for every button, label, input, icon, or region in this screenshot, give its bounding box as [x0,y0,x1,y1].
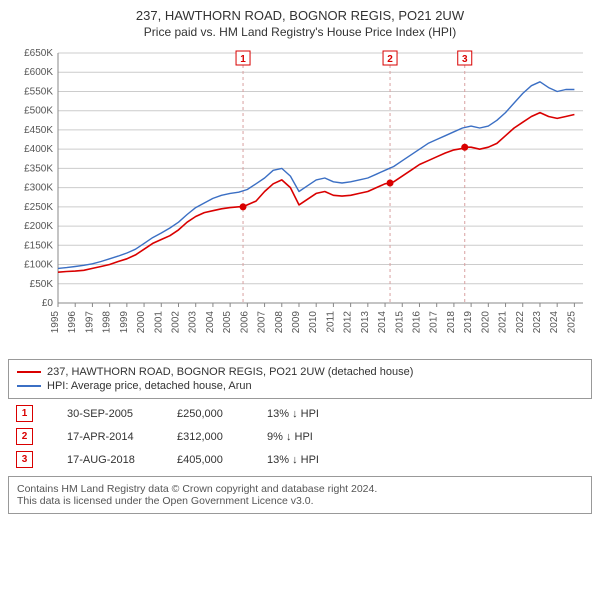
svg-text:2014: 2014 [377,311,388,334]
svg-text:1: 1 [240,54,246,65]
attribution-footer: Contains HM Land Registry data © Crown c… [8,476,592,514]
legend-row: 237, HAWTHORN ROAD, BOGNOR REGIS, PO21 2… [17,366,583,378]
svg-text:1998: 1998 [102,311,113,334]
svg-text:2011: 2011 [325,311,336,333]
svg-text:£600K: £600K [24,67,53,78]
svg-text:3: 3 [462,54,468,65]
chart-title-line1: 237, HAWTHORN ROAD, BOGNOR REGIS, PO21 2… [8,8,592,23]
svg-text:2012: 2012 [343,311,354,334]
svg-text:£0: £0 [42,298,54,309]
svg-text:1995: 1995 [50,311,61,334]
svg-text:£300K: £300K [24,183,53,194]
svg-text:2015: 2015 [394,311,405,334]
line-chart: £0 £50K £100K £150K £200K £250K £300K £350K £400… [8,43,592,353]
svg-text:2001: 2001 [153,311,164,334]
footer-line2: This data is licensed under the Open Gov… [17,495,583,507]
svg-text:2004: 2004 [205,311,216,334]
legend-label: HPI: Average price, detached house, Arun [47,380,252,392]
sale-delta: 9% ↓ HPI [267,431,367,443]
svg-text:2018: 2018 [446,311,457,334]
svg-text:2023: 2023 [532,311,543,334]
svg-text:£400K: £400K [24,144,53,155]
chart-svg: £0 £50K £100K £150K £200K £250K £300K £350K £400… [8,43,588,353]
chart-title-block: 237, HAWTHORN ROAD, BOGNOR REGIS, PO21 2… [8,8,592,39]
sale-price: £405,000 [177,454,257,466]
svg-text:2010: 2010 [308,311,319,334]
svg-text:£450K: £450K [24,125,53,136]
svg-text:2013: 2013 [360,311,371,334]
svg-text:2016: 2016 [411,311,422,334]
svg-text:1999: 1999 [119,311,130,334]
sale-row: 2 17-APR-2014 £312,000 9% ↓ HPI [8,428,592,445]
svg-text:2005: 2005 [222,311,233,334]
svg-text:2008: 2008 [274,311,285,334]
legend-swatch [17,385,41,387]
chart-title-line2: Price paid vs. HM Land Registry's House … [8,25,592,39]
sale-row: 1 30-SEP-2005 £250,000 13% ↓ HPI [8,405,592,422]
sale-marker-icon: 2 [16,428,33,445]
svg-text:2: 2 [387,54,393,65]
legend-label: 237, HAWTHORN ROAD, BOGNOR REGIS, PO21 2… [47,366,413,378]
sale-row: 3 17-AUG-2018 £405,000 13% ↓ HPI [8,451,592,468]
sale-date: 30-SEP-2005 [67,408,167,420]
footer-line1: Contains HM Land Registry data © Crown c… [17,483,583,495]
svg-text:2025: 2025 [566,311,577,334]
sale-delta: 13% ↓ HPI [267,408,367,420]
svg-text:2020: 2020 [480,311,491,334]
svg-text:1997: 1997 [84,311,95,334]
svg-text:£550K: £550K [24,86,53,97]
svg-text:£500K: £500K [24,106,53,117]
sale-marker-icon: 3 [16,451,33,468]
sale-date: 17-APR-2014 [67,431,167,443]
sale-date: 17-AUG-2018 [67,454,167,466]
svg-text:2003: 2003 [188,311,199,334]
svg-text:£50K: £50K [30,279,54,290]
svg-text:£250K: £250K [24,202,53,213]
svg-text:£100K: £100K [24,260,53,271]
svg-text:2006: 2006 [239,311,250,334]
sales-list: 1 30-SEP-2005 £250,000 13% ↓ HPI 2 17-APR-201… [8,405,592,468]
svg-text:1996: 1996 [67,311,78,334]
svg-text:2024: 2024 [549,311,560,334]
legend-row: HPI: Average price, detached house, Arun [17,380,583,392]
svg-text:2007: 2007 [257,311,268,334]
svg-text:2021: 2021 [498,311,509,334]
svg-text:£150K: £150K [24,240,53,251]
svg-text:2000: 2000 [136,311,147,334]
svg-text:2002: 2002 [170,311,181,334]
sale-price: £250,000 [177,408,257,420]
sale-price: £312,000 [177,431,257,443]
svg-text:£350K: £350K [24,163,53,174]
svg-text:2009: 2009 [291,311,302,334]
legend: 237, HAWTHORN ROAD, BOGNOR REGIS, PO21 2… [8,359,592,399]
svg-text:2017: 2017 [429,311,440,334]
svg-text:£650K: £650K [24,48,53,59]
sale-delta: 13% ↓ HPI [267,454,367,466]
legend-swatch [17,371,41,373]
svg-text:2019: 2019 [463,311,474,334]
svg-text:£200K: £200K [24,221,53,232]
svg-text:2022: 2022 [515,311,526,334]
sale-marker-icon: 1 [16,405,33,422]
